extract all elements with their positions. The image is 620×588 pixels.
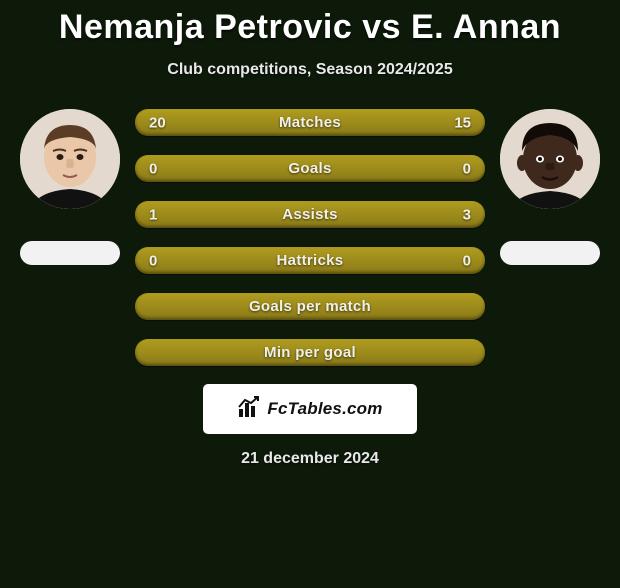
stat-bar: 20 Matches 15 (135, 109, 485, 136)
stat-bar: Min per goal (135, 339, 485, 366)
stat-value-right: 3 (463, 206, 471, 223)
player-right-club-logo (500, 241, 600, 265)
player-left-club-logo (20, 241, 120, 265)
brand-text: FcTables.com (267, 399, 382, 419)
stat-value-right: 0 (463, 252, 471, 269)
page-title: Nemanja Petrovic vs E. Annan (0, 8, 620, 47)
stat-value-left: 0 (149, 160, 157, 177)
brand-box[interactable]: FcTables.com (203, 384, 417, 434)
stat-value-right: 15 (454, 114, 471, 131)
stat-value-right: 0 (463, 160, 471, 177)
stat-value-left: 20 (149, 114, 166, 131)
comparison-row: 20 Matches 15 0 Goals 0 1 Assists 3 0 Hattricks 0 Go… (0, 109, 620, 366)
stat-label: Hattricks (277, 252, 344, 269)
stat-label: Goals (288, 160, 331, 177)
stat-label: Assists (282, 206, 337, 223)
stat-label: Matches (279, 114, 341, 131)
stat-bar: 0 Goals 0 (135, 155, 485, 182)
stat-label: Min per goal (264, 344, 356, 361)
player-right-col (495, 109, 605, 265)
player-left-avatar (20, 109, 120, 209)
stat-value-left: 1 (149, 206, 157, 223)
stat-bar: 0 Hattricks 0 (135, 247, 485, 274)
stat-label: Goals per match (249, 298, 371, 315)
player-left-col (15, 109, 125, 265)
stats-column: 20 Matches 15 0 Goals 0 1 Assists 3 0 Hattricks 0 Go… (135, 109, 485, 366)
date-line: 21 december 2024 (0, 450, 620, 468)
stat-value-left: 0 (149, 252, 157, 269)
stat-bar: 1 Assists 3 (135, 201, 485, 228)
subtitle: Club competitions, Season 2024/2025 (0, 61, 620, 79)
chart-icon (237, 395, 261, 424)
player-right-avatar (500, 109, 600, 209)
stat-bar: Goals per match (135, 293, 485, 320)
